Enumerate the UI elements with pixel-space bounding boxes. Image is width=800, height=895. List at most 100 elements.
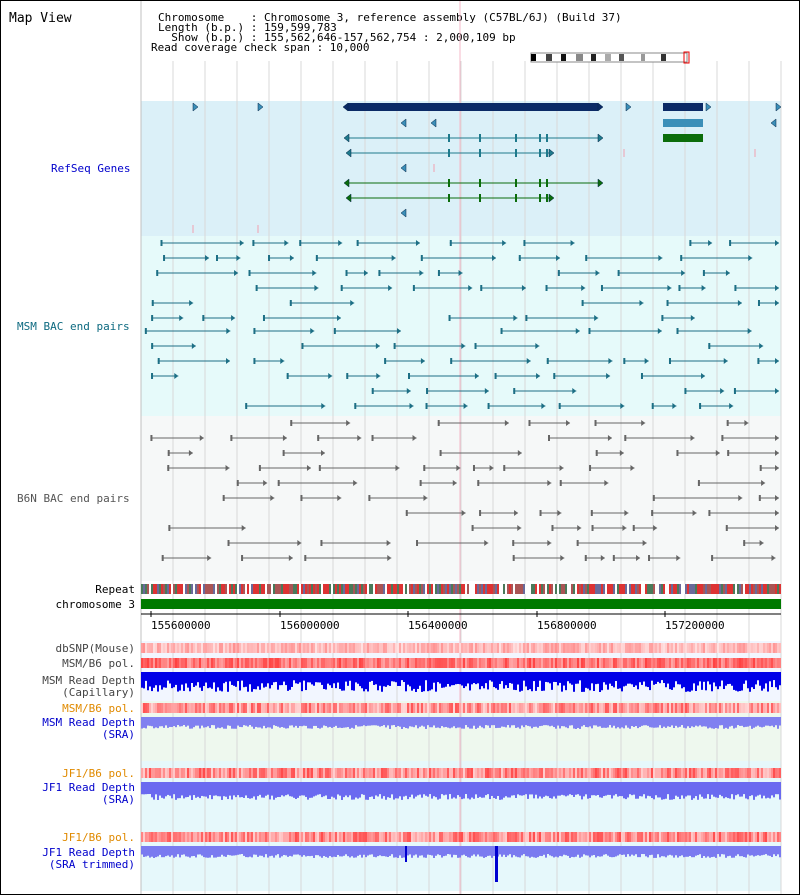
msm-bac-pair-end xyxy=(546,358,549,364)
msm-pol2-cell xyxy=(191,703,193,713)
msm-pol-cell xyxy=(727,658,729,668)
track-label-b6n-bac[interactable]: B6N BAC end pairs xyxy=(17,492,130,505)
jf1-trim-depth-bar xyxy=(677,846,679,858)
msm-cap-depth-bar xyxy=(247,672,249,692)
dbsnp-cell xyxy=(469,643,471,653)
msm-sra-depth-bar xyxy=(649,717,651,728)
jf1-trim-depth-bar xyxy=(697,846,699,856)
repeat-block xyxy=(207,584,209,594)
jf1-depth-bar xyxy=(689,782,691,796)
track-label-jf1-trimmed-sub: (SRA trimmed) xyxy=(48,858,135,871)
msm-pol-cell xyxy=(749,658,751,668)
msm-pol-cell xyxy=(253,658,255,668)
msm-pol-cell xyxy=(623,658,625,668)
jf1-depth-bar xyxy=(493,782,495,799)
msm-pol2-cell xyxy=(723,703,725,713)
msm-bac-pair-end xyxy=(585,255,588,261)
dbsnp-cell xyxy=(547,643,549,653)
dbsnp-cell xyxy=(697,643,699,653)
jf1-trim-depth-bar xyxy=(513,846,515,856)
jf1-pol2-cell xyxy=(693,832,695,842)
msm-sra-depth-bar xyxy=(681,717,683,726)
jf1-pol2-cell xyxy=(237,832,239,842)
msm-pol-cell xyxy=(419,658,421,668)
dbsnp-cell xyxy=(525,643,527,653)
jf1-trim-depth-bar xyxy=(429,846,431,855)
jf1-depth-bar xyxy=(677,782,679,797)
jf1-depth-bar xyxy=(701,782,703,797)
msm-pol2-cell xyxy=(299,703,301,713)
jf1-pol-cell xyxy=(699,768,701,778)
msm-cap-depth-bar xyxy=(327,672,329,684)
msm-pol-cell xyxy=(267,658,269,668)
jf1-trim-depth-bar xyxy=(681,846,683,856)
msm-pol2-cell xyxy=(391,703,393,713)
msm-cap-depth-bar xyxy=(547,672,549,683)
msm-cap-depth-bar xyxy=(621,672,623,692)
exon xyxy=(539,179,541,187)
msm-sra-depth-bar xyxy=(717,717,719,729)
jf1-pol2-cell xyxy=(171,832,173,842)
repeat-block xyxy=(141,584,143,594)
track-label-msm-bac[interactable]: MSM BAC end pairs xyxy=(17,320,130,333)
jf1-trim-depth-bar xyxy=(711,846,713,858)
jf1-trim-depth-bar xyxy=(537,846,539,858)
jf1-depth-bar xyxy=(647,782,649,796)
repeat-block xyxy=(591,584,593,594)
msm-sra-depth-bar xyxy=(211,717,213,726)
jf1-depth-bar xyxy=(391,782,393,795)
jf1-pol-cell xyxy=(237,768,239,778)
jf1-depth-bar xyxy=(759,782,761,795)
jf1-trim-depth-bar xyxy=(667,846,669,856)
msm-cap-depth-bar xyxy=(291,672,293,687)
jf1-depth-bar xyxy=(601,782,603,798)
msm-cap-depth-bar xyxy=(707,672,709,682)
jf1-trim-depth-bar xyxy=(299,846,301,856)
jf1-trim-depth-bar xyxy=(631,846,633,855)
repeat-block xyxy=(481,584,483,594)
msm-pol-cell xyxy=(639,658,641,668)
msm-sra-depth-bar xyxy=(495,717,497,729)
msm-pol2-cell xyxy=(557,703,559,713)
jf1-pol-cell xyxy=(347,768,349,778)
msm-sra-depth-bar xyxy=(505,717,507,728)
repeat-block xyxy=(159,584,161,594)
b6n-bac-pair-arrow xyxy=(600,555,605,561)
msm-sra-depth-bar xyxy=(263,717,265,726)
jf1-depth-bar xyxy=(611,782,613,799)
msm-pol2-cell xyxy=(715,703,717,713)
jf1-pol-cell xyxy=(419,768,421,778)
jf1-trim-depth-bar xyxy=(565,846,567,856)
jf1-depth-bar xyxy=(639,782,641,797)
repeat-block xyxy=(529,584,531,594)
track-label-repeat: Repeat xyxy=(95,583,135,596)
msm-pol2-cell xyxy=(511,703,513,713)
jf1-pol2-cell xyxy=(261,832,263,842)
msm-bac-pair-end xyxy=(449,240,452,246)
msm-cap-depth-bar xyxy=(637,672,639,690)
msm-cap-depth-bar xyxy=(229,672,231,682)
track-label-refseq-genes[interactable]: RefSeq Genes xyxy=(51,162,131,175)
msm-sra-depth-bar xyxy=(571,717,573,726)
jf1-depth-bar xyxy=(281,782,283,796)
repeat-block xyxy=(571,584,573,594)
repeat-block xyxy=(257,584,259,594)
jf1-pol-cell xyxy=(177,768,179,778)
jf1-trim-depth-bar xyxy=(745,846,747,858)
dbsnp-cell xyxy=(779,643,781,653)
msm-pol-cell xyxy=(611,658,613,668)
msm-pol2-cell xyxy=(183,703,185,713)
msm-pol2-cell xyxy=(565,703,567,713)
jf1-pol2-cell xyxy=(543,832,545,842)
msm-sra-depth-bar xyxy=(661,717,663,729)
jf1-pol-cell xyxy=(599,768,601,778)
msm-pol-cell xyxy=(327,658,329,668)
jf1-depth-bar xyxy=(459,782,461,797)
jf1-pol-cell xyxy=(635,768,637,778)
msm-pol2-cell xyxy=(757,703,759,713)
msm-cap-depth-bar xyxy=(223,672,225,684)
msm-sra-depth-bar xyxy=(755,717,757,727)
repeat-block xyxy=(673,584,675,594)
repeat-block xyxy=(517,584,519,594)
